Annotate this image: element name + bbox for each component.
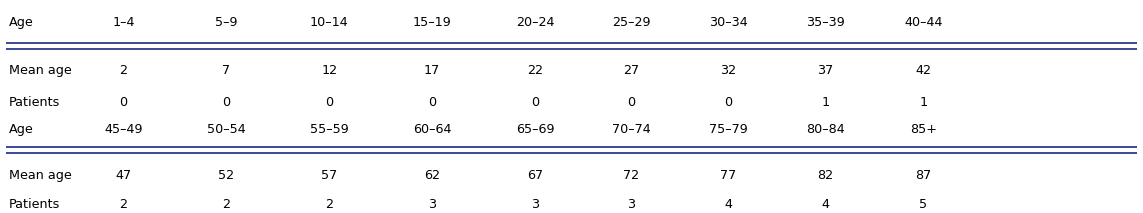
Text: 57: 57 <box>321 169 337 182</box>
Text: 4: 4 <box>822 198 829 211</box>
Text: 0: 0 <box>325 96 334 109</box>
Text: 65–69: 65–69 <box>515 123 554 137</box>
Text: 12: 12 <box>321 64 337 77</box>
Text: 35–39: 35–39 <box>806 16 845 29</box>
Text: 0: 0 <box>119 96 128 109</box>
Text: 87: 87 <box>916 169 932 182</box>
Text: 3: 3 <box>626 198 636 211</box>
Text: 10–14: 10–14 <box>310 16 349 29</box>
Text: 40–44: 40–44 <box>904 16 943 29</box>
Text: 52: 52 <box>218 169 234 182</box>
Text: 2: 2 <box>120 198 127 211</box>
Text: 0: 0 <box>626 96 636 109</box>
Text: 72: 72 <box>623 169 639 182</box>
Text: 75–79: 75–79 <box>709 123 748 137</box>
Text: 50–54: 50–54 <box>207 123 246 137</box>
Text: 85+: 85+ <box>910 123 937 137</box>
Text: 20–24: 20–24 <box>515 16 554 29</box>
Text: 77: 77 <box>720 169 736 182</box>
Text: 80–84: 80–84 <box>806 123 845 137</box>
Text: Mean age: Mean age <box>9 169 72 182</box>
Text: 30–34: 30–34 <box>709 16 748 29</box>
Text: 5: 5 <box>919 198 928 211</box>
Text: 1–4: 1–4 <box>112 16 135 29</box>
Text: 0: 0 <box>724 96 733 109</box>
Text: 37: 37 <box>817 64 833 77</box>
Text: 4: 4 <box>725 198 732 211</box>
Text: 82: 82 <box>817 169 833 182</box>
Text: 2: 2 <box>120 64 127 77</box>
Text: 42: 42 <box>916 64 932 77</box>
Text: 3: 3 <box>427 198 437 211</box>
Text: 7: 7 <box>222 64 231 77</box>
Text: 5–9: 5–9 <box>215 16 238 29</box>
Text: 1: 1 <box>821 96 830 109</box>
Text: 25–29: 25–29 <box>612 16 650 29</box>
Text: Patients: Patients <box>9 96 61 109</box>
Text: 47: 47 <box>115 169 131 182</box>
Text: Patients: Patients <box>9 198 61 211</box>
Text: Age: Age <box>9 16 34 29</box>
Text: Age: Age <box>9 123 34 137</box>
Text: 45–49: 45–49 <box>104 123 143 137</box>
Text: 0: 0 <box>530 96 539 109</box>
Text: 2: 2 <box>326 198 333 211</box>
Text: 67: 67 <box>527 169 543 182</box>
Text: 17: 17 <box>424 64 440 77</box>
Text: 32: 32 <box>720 64 736 77</box>
Text: 3: 3 <box>530 198 539 211</box>
Text: 27: 27 <box>623 64 639 77</box>
Text: Mean age: Mean age <box>9 64 72 77</box>
Text: 60–64: 60–64 <box>413 123 451 137</box>
Text: 15–19: 15–19 <box>413 16 451 29</box>
Text: 62: 62 <box>424 169 440 182</box>
Text: 2: 2 <box>223 198 230 211</box>
Text: 0: 0 <box>427 96 437 109</box>
Text: 55–59: 55–59 <box>310 123 349 137</box>
Text: 22: 22 <box>527 64 543 77</box>
Text: 1: 1 <box>919 96 928 109</box>
Text: 70–74: 70–74 <box>612 123 650 137</box>
Text: 0: 0 <box>222 96 231 109</box>
